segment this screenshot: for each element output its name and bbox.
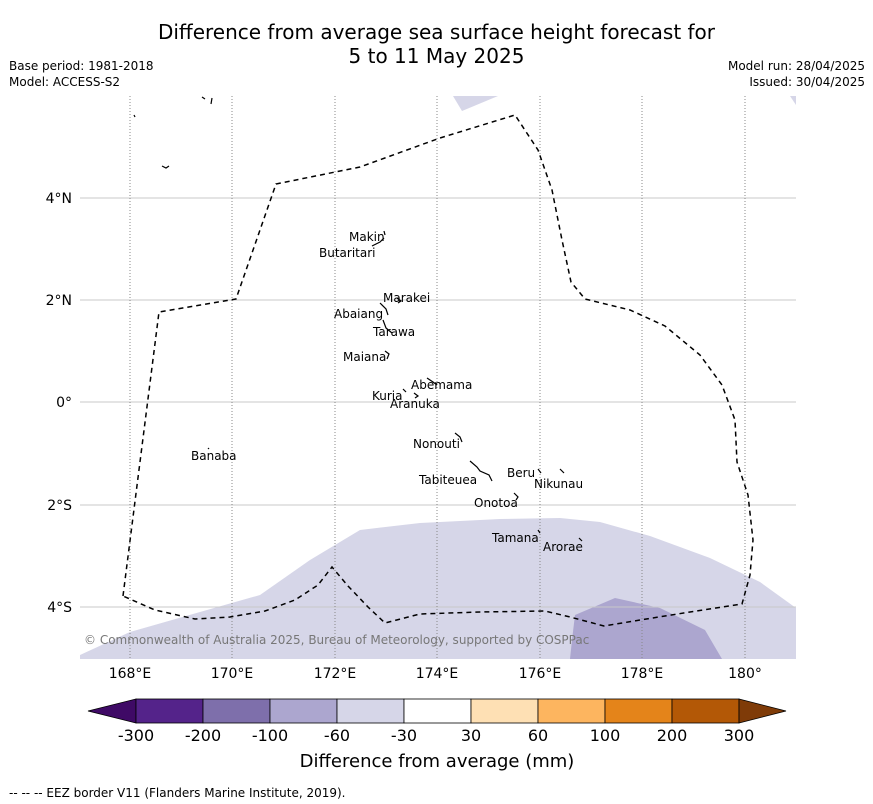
- colorbar-tick-label: -300: [118, 726, 154, 745]
- island-tabiteuea: [469, 460, 493, 482]
- colorbar-segment: [537, 698, 606, 724]
- colorbar-segment: [269, 698, 338, 724]
- island-tarawa: [382, 319, 393, 334]
- island-beru: [537, 468, 542, 474]
- footer-note: -- -- -- EEZ border V11 (Flanders Marine…: [9, 786, 346, 800]
- colorbar-extend-low: [87, 698, 137, 724]
- island-nikunau: [559, 468, 565, 474]
- island-abemama: [426, 377, 438, 386]
- island-makin: [383, 230, 386, 236]
- lat-label-2s: 2°S: [47, 498, 72, 514]
- title-line-1: Difference from average sea surface heig…: [157, 20, 716, 44]
- label-arorae: Arorae: [543, 540, 583, 554]
- island-nonouti: [454, 432, 463, 443]
- colorbar-segment: [470, 698, 539, 724]
- map-title: Difference from average sea surface heig…: [0, 20, 873, 68]
- colorbar: [87, 698, 787, 724]
- anomaly-region-medium-south: [570, 598, 722, 659]
- label-nikunau: Nikunau: [534, 477, 583, 491]
- island-maiana: [384, 350, 390, 360]
- label-makin: Makin: [349, 230, 385, 244]
- lon-labels: 168°E 170°E 172°E 174°E 176°E 178°E 180°: [109, 666, 762, 682]
- lon-label-176e: 176°E: [519, 666, 562, 682]
- anomaly-region-light-northeast: [790, 96, 796, 105]
- colorbar-tick-label: -30: [391, 726, 417, 745]
- map-area: Makin Butaritari Marakei Abaiang Tarawa …: [80, 96, 796, 659]
- lat-label-4s: 4°S: [47, 600, 72, 616]
- lon-label-178e: 178°E: [621, 666, 664, 682]
- label-abemama: Abemama: [411, 378, 472, 392]
- meta-right: Model run: 28/04/2025 Issued: 30/04/2025: [728, 58, 865, 90]
- island-abaiang: [379, 302, 389, 316]
- label-butaritari: Butaritari: [319, 246, 376, 260]
- colorbar-title: Difference from average (mm): [300, 751, 575, 772]
- label-tarawa: Tarawa: [372, 325, 415, 339]
- label-maiana: Maiana: [343, 350, 386, 364]
- lon-label-180: 180°: [728, 666, 762, 682]
- label-tamana: Tamana: [491, 531, 539, 545]
- island-outlines: [207, 230, 583, 542]
- label-aranuka: Aranuka: [390, 397, 440, 411]
- colorbar-segment: [202, 698, 271, 724]
- label-abaiang: Abaiang: [334, 307, 383, 321]
- label-banaba: Banaba: [191, 449, 237, 463]
- place-labels: Makin Butaritari Marakei Abaiang Tarawa …: [191, 230, 583, 554]
- lon-label-168e: 168°E: [109, 666, 152, 682]
- lat-label-4n: 4°N: [46, 191, 72, 207]
- island-aranuka: [413, 392, 420, 399]
- label-onotoa: Onotoa: [474, 496, 518, 510]
- colorbar-tick-label: 100: [590, 726, 621, 745]
- title-line-2: 5 to 11 May 2025: [348, 44, 525, 68]
- island-banaba: [207, 447, 210, 450]
- lon-gridlines: [129, 96, 746, 659]
- island-marakei: [396, 297, 403, 304]
- colorbar-segment: [135, 698, 204, 724]
- island-kuria: [402, 388, 407, 393]
- islands-northwest: [133, 96, 213, 169]
- island-butaritari: [371, 237, 385, 247]
- colorbar-tick-label: 30: [461, 726, 481, 745]
- colorbar-segment: [336, 698, 405, 724]
- copyright-text: © Commonwealth of Australia 2025, Bureau…: [84, 633, 589, 647]
- anomaly-region-light-north: [453, 96, 498, 111]
- label-beru: Beru: [507, 466, 535, 480]
- colorbar-tick-label: -200: [185, 726, 221, 745]
- colorbar-segment: [604, 698, 673, 724]
- lon-label-174e: 174°E: [416, 666, 459, 682]
- colorbar-segment: [671, 698, 740, 724]
- lat-label-0: 0°: [56, 395, 72, 411]
- eez-border-gilbert: [122, 114, 754, 627]
- label-marakei: Marakei: [383, 291, 430, 305]
- island-arorae: [578, 537, 583, 542]
- lon-label-170e: 170°E: [211, 666, 254, 682]
- colorbar-tick-label: 60: [528, 726, 548, 745]
- label-nonouti: Nonouti: [413, 437, 460, 451]
- lon-label-172e: 172°E: [314, 666, 357, 682]
- colorbar-tick-label: -100: [252, 726, 288, 745]
- colorbar-tick-label: 200: [657, 726, 688, 745]
- colorbar-tick-labels: -300 -200 -100 -60 -30 30 60 100 200 300: [118, 726, 754, 745]
- island-tamana: [537, 529, 541, 534]
- meta-left: Base period: 1981-2018 Model: ACCESS-S2: [9, 58, 154, 90]
- label-tabiteuea: Tabiteuea: [418, 473, 477, 487]
- colorbar-segment: [403, 698, 472, 724]
- colorbar-tick-label: 300: [724, 726, 755, 745]
- colorbar-tick-label: -60: [324, 726, 350, 745]
- base-period: Base period: 1981-2018: [9, 59, 154, 73]
- lat-label-2n: 2°N: [46, 293, 72, 309]
- issued-date: Issued: 30/04/2025: [749, 75, 865, 89]
- island-onotoa: [513, 492, 519, 501]
- colorbar-extend-high: [738, 698, 787, 724]
- model-run: Model run: 28/04/2025: [727, 59, 865, 73]
- lat-labels: 4°N 2°N 0° 2°S 4°S: [46, 191, 73, 616]
- model-name: Model: ACCESS-S2: [9, 75, 121, 89]
- lat-gridlines: [80, 197, 796, 608]
- label-kuria: Kuria: [372, 389, 403, 403]
